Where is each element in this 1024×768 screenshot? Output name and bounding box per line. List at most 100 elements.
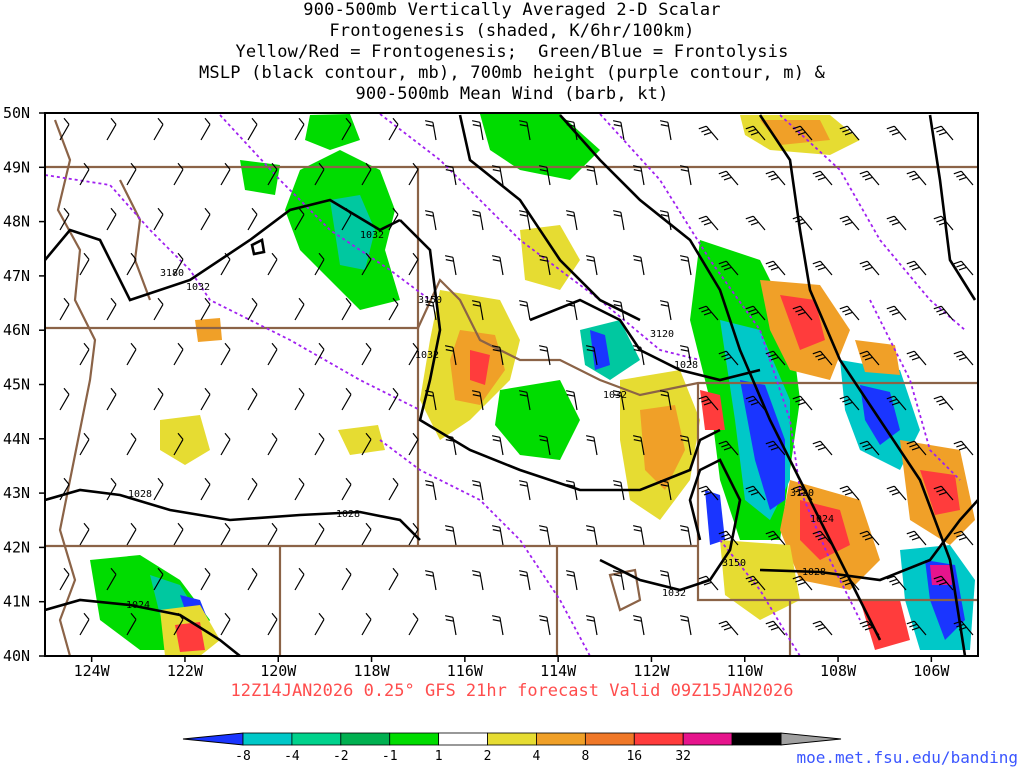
wind-barb <box>153 207 164 231</box>
mslp-contour <box>529 298 761 382</box>
wind-barb <box>792 125 813 141</box>
wind-barb <box>173 162 184 186</box>
height-contour <box>379 439 591 656</box>
wind-barb <box>538 165 551 186</box>
wind-barb <box>200 387 211 411</box>
wind-barb <box>267 162 278 186</box>
wind-barb <box>471 120 484 141</box>
frontogenesis-patch <box>780 295 825 350</box>
wind-barb <box>518 300 531 321</box>
wind-barb <box>745 305 766 321</box>
wind-barb <box>859 440 880 456</box>
wind-barb <box>565 300 578 321</box>
wind-barb <box>153 297 164 321</box>
lon-tick-label: 120W <box>260 662 297 680</box>
border-idaho-montana <box>417 278 978 397</box>
wind-barb <box>906 440 927 456</box>
wind-barb <box>538 525 551 546</box>
legend-tick-label: -1 <box>382 749 398 764</box>
wind-barb <box>839 305 860 321</box>
wind-barb <box>106 297 117 321</box>
wind-barb <box>585 345 598 366</box>
mslp-label: 1032 <box>415 350 439 361</box>
legend-swatch <box>438 732 488 746</box>
wind-barb <box>886 575 907 591</box>
wind-barb <box>659 210 672 231</box>
wind-barb <box>745 125 766 141</box>
wind-barb <box>518 480 531 501</box>
wind-barb <box>361 162 372 186</box>
frontogenesis-patch <box>470 350 490 385</box>
wind-barb <box>314 342 325 366</box>
wind-barb <box>491 345 504 366</box>
frontogenesis-patch <box>640 405 685 490</box>
wind-barb <box>388 477 399 501</box>
wind-barb <box>424 120 437 141</box>
wind-barb <box>718 170 739 186</box>
credit-link[interactable]: moe.met.fsu.edu/banding <box>796 748 1018 767</box>
wind-barb <box>247 297 258 321</box>
wind-barb <box>491 435 504 456</box>
wind-barb <box>294 567 305 591</box>
height-contours <box>45 113 966 656</box>
wind-barb <box>267 612 278 636</box>
frontogenesis-patch <box>930 565 952 585</box>
wind-barb <box>698 215 719 231</box>
wind-barb <box>106 477 117 501</box>
wind-barb <box>886 125 907 141</box>
mslp-contour <box>45 598 241 656</box>
wind-barb <box>341 297 352 321</box>
wind-barb <box>173 252 184 276</box>
mslp-label: 1024 <box>126 600 150 611</box>
wind-barb <box>953 530 974 546</box>
wind-barb <box>839 575 860 591</box>
frontogenesis-patch <box>860 600 910 650</box>
wind-barb <box>79 162 90 186</box>
wind-barb <box>200 207 211 231</box>
wind-barb <box>906 260 927 276</box>
wind-barb <box>424 570 437 591</box>
lon-tick-label: 106W <box>913 662 950 680</box>
wind-barb <box>698 575 719 591</box>
mslp-label: 1032 <box>360 230 384 241</box>
borders <box>45 119 978 656</box>
wind-barb <box>247 207 258 231</box>
wind-barb <box>585 255 598 276</box>
wind-barb <box>361 252 372 276</box>
lat-tick-label: 45N <box>3 376 30 394</box>
wind-barb <box>906 170 927 186</box>
wind-barb <box>444 525 457 546</box>
wind-barb <box>859 620 880 636</box>
wind-barb <box>953 350 974 366</box>
wind-barb <box>388 297 399 321</box>
wind-barb <box>565 120 578 141</box>
wind-barb <box>200 567 211 591</box>
height-label: 3120 <box>790 488 814 499</box>
wind-barb <box>679 345 692 366</box>
height-label: 3180 <box>160 268 184 279</box>
legend-tick-label: 1 <box>435 749 443 764</box>
mslp-label: 1032 <box>186 282 210 293</box>
wind-barb <box>408 612 419 636</box>
wind-barb <box>126 612 137 636</box>
legend-tick-label: -2 <box>333 749 349 764</box>
wind-barb <box>126 342 137 366</box>
height-label: 3150 <box>722 558 746 569</box>
legend-tick-label: 4 <box>533 749 541 764</box>
wind-barb <box>408 522 419 546</box>
wind-barb <box>491 165 504 186</box>
wind-barb <box>294 477 305 501</box>
wind-barb <box>518 570 531 591</box>
legend-colorbar: -8 -4 -2 -1 1 2 4 8 16 32 <box>182 732 842 764</box>
wind-barb <box>294 387 305 411</box>
lon-tick-label: 116W <box>447 662 484 680</box>
lon-tick-label: 112W <box>633 662 670 680</box>
legend-tick-label: 16 <box>626 749 642 764</box>
wind-barb <box>471 390 484 411</box>
wind-barb <box>679 165 692 186</box>
wind-barb <box>314 162 325 186</box>
lat-tick-label: 44N <box>3 430 30 448</box>
wind-barb <box>718 440 739 456</box>
wind-barb <box>765 620 786 636</box>
wind-barb <box>294 117 305 141</box>
